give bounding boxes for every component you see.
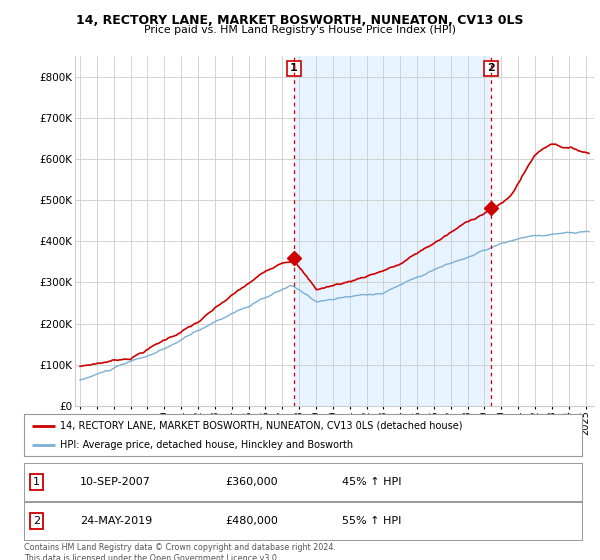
- Text: Price paid vs. HM Land Registry's House Price Index (HPI): Price paid vs. HM Land Registry's House …: [144, 25, 456, 35]
- Text: 14, RECTORY LANE, MARKET BOSWORTH, NUNEATON, CV13 0LS: 14, RECTORY LANE, MARKET BOSWORTH, NUNEA…: [76, 14, 524, 27]
- Text: 14, RECTORY LANE, MARKET BOSWORTH, NUNEATON, CV13 0LS (detached house): 14, RECTORY LANE, MARKET BOSWORTH, NUNEA…: [60, 421, 463, 431]
- Text: 55% ↑ HPI: 55% ↑ HPI: [342, 516, 401, 526]
- Text: HPI: Average price, detached house, Hinckley and Bosworth: HPI: Average price, detached house, Hinc…: [60, 440, 353, 450]
- Text: 10-SEP-2007: 10-SEP-2007: [80, 477, 151, 487]
- Bar: [294, 56, 491, 406]
- Text: 24-MAY-2019: 24-MAY-2019: [80, 516, 152, 526]
- Text: 1: 1: [33, 477, 40, 487]
- Text: 1: 1: [290, 63, 298, 73]
- Text: 2: 2: [33, 516, 40, 526]
- Text: 2: 2: [487, 63, 495, 73]
- Text: £360,000: £360,000: [225, 477, 278, 487]
- Text: Contains HM Land Registry data © Crown copyright and database right 2024.
This d: Contains HM Land Registry data © Crown c…: [24, 543, 336, 560]
- Text: 45% ↑ HPI: 45% ↑ HPI: [342, 477, 401, 487]
- Text: £480,000: £480,000: [225, 516, 278, 526]
